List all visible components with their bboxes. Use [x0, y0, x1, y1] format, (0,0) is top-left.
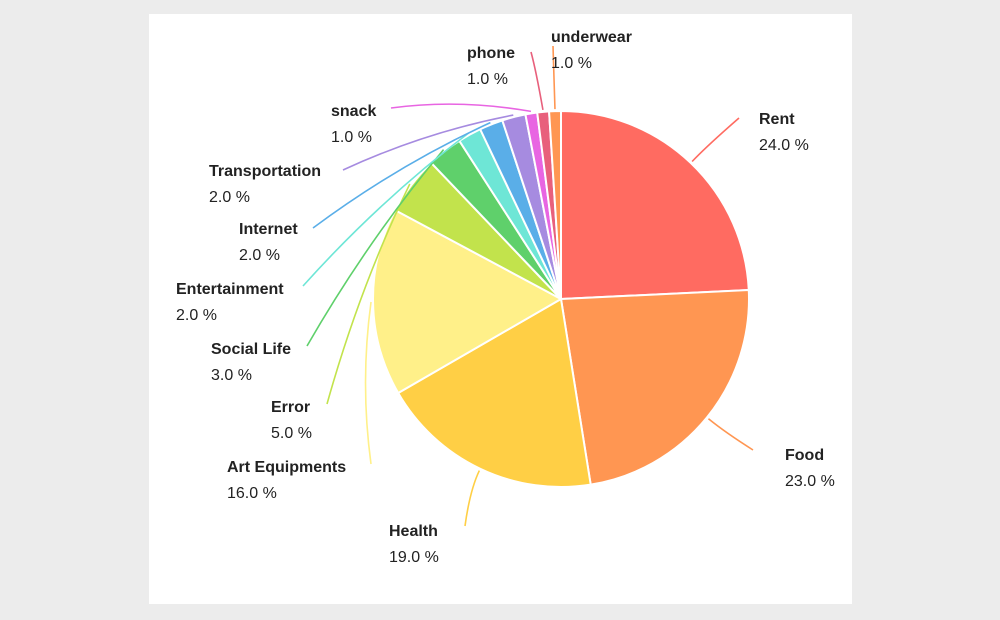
leader-line-phone: [530, 51, 544, 110]
pie-slice-rent: [560, 109, 750, 301]
leader-line-rent: [691, 117, 740, 163]
leader-line-error: [326, 183, 411, 405]
pie-slice-art-equipments: [372, 208, 564, 395]
leader-line-food: [707, 418, 754, 451]
slice-value-health: 19.0 %: [389, 549, 439, 566]
slice-label-food: Food: [785, 447, 824, 464]
slice-value-underwear: 1.0 %: [551, 55, 592, 72]
slice-label-social-life: Social Life: [211, 341, 291, 358]
slice-label-internet: Internet: [239, 221, 298, 238]
leader-line-entertainment: [302, 132, 470, 287]
pie-slice-food: [559, 289, 750, 486]
leader-line-social-life: [306, 149, 445, 347]
pie-chart: Rent 24.0 % Food 23.0 % Health 19.0 % Art Equi…: [176, 29, 835, 566]
slice-value-entertainment: 2.0 %: [176, 307, 217, 324]
leader-line-health: [464, 470, 481, 527]
slice-label-art-equipments: Art Equipments: [227, 459, 346, 476]
leader-line-underwear: [552, 45, 556, 110]
leader-line-transportation: [342, 114, 514, 171]
slice-value-rent: 24.0 %: [759, 137, 809, 154]
pie-slice-underwear: [548, 109, 562, 300]
slice-label-snack: snack: [331, 103, 376, 120]
slice-label-underwear: underwear: [551, 29, 632, 46]
slice-value-food: 23.0 %: [785, 473, 835, 490]
slice-label-error: Error: [271, 399, 310, 416]
leader-line-internet: [312, 121, 491, 229]
chart-panel: Rent 24.0 % Food 23.0 % Health 19.0 % Art Equi…: [149, 14, 852, 604]
slice-value-transportation: 2.0 %: [209, 189, 250, 206]
slice-value-error: 5.0 %: [271, 425, 312, 442]
slice-label-transportation: Transportation: [209, 163, 321, 180]
slice-value-internet: 2.0 %: [239, 247, 280, 264]
slice-label-rent: Rent: [759, 111, 795, 128]
slice-label-health: Health: [389, 523, 438, 540]
slice-value-art-equipments: 16.0 %: [227, 485, 277, 502]
slice-value-snack: 1.0 %: [331, 129, 372, 146]
slice-label-entertainment: Entertainment: [176, 281, 284, 298]
leader-line-snack: [390, 103, 532, 113]
slice-value-social-life: 3.0 %: [211, 367, 252, 384]
slice-label-phone: phone: [467, 45, 515, 62]
leader-line-art-equipments: [364, 301, 372, 465]
slice-value-phone: 1.0 %: [467, 71, 508, 88]
pie-slice-health: [396, 297, 592, 488]
